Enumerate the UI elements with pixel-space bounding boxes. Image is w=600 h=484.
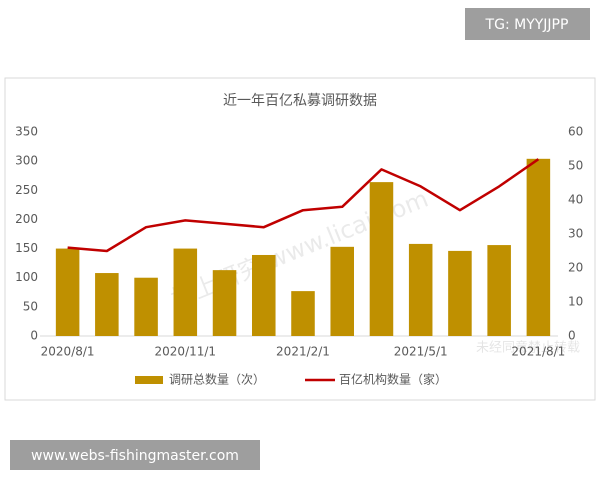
y-tick-label: 200 [15,212,38,226]
watermark: 未经同意禁止转载 [476,340,580,356]
badge-bg [465,8,590,40]
bar [173,248,198,336]
bar [212,270,237,336]
y-tick-label: 0 [30,329,38,343]
y-tick-label: 150 [15,241,38,255]
bar [134,277,158,336]
x-tick-label: 2020/8/1 [41,345,95,359]
chart-frame [4,77,596,401]
x-tick-label: 2021/5/1 [394,345,448,359]
y2-tick-label: 30 [568,227,583,241]
x-tick-label: 2021/2/1 [276,345,330,359]
badge-bg [10,440,260,470]
line [67,158,540,253]
bar [252,254,276,336]
y-tick-label: 250 [15,183,38,197]
legend-swatch [135,376,163,384]
legend-label: 百亿机构数量（家） [339,372,447,387]
bar [291,291,315,336]
y-tick-label: 300 [15,154,38,168]
bar [55,248,80,336]
y2-tick-label: 40 [568,193,583,207]
y2-tick-label: 20 [568,261,583,275]
bar [526,158,551,336]
y-tick-label: 100 [15,270,38,284]
bar [487,245,511,336]
bar [330,246,354,336]
y2-tick-label: 50 [568,159,583,173]
x-tick-label: 2020/11/1 [155,345,217,359]
y2-tick-label: 0 [568,329,576,343]
badge-text: TG: MYYJJPP [485,17,569,33]
badge-text: www.webs-fishingmaster.com [31,448,239,464]
y-tick-label: 350 [15,125,38,139]
y-tick-label: 50 [23,299,38,313]
legend-label: 调研总数量（次） [169,372,265,387]
y2-tick-label: 10 [568,295,583,309]
x-tick-label: 2021/8/1 [511,345,565,359]
bar [95,273,119,336]
chart-title: 近一年百亿私募调研数据 [223,93,377,109]
bar [369,182,394,336]
bar [448,250,472,336]
bar [408,243,433,336]
y2-tick-label: 60 [568,125,583,139]
